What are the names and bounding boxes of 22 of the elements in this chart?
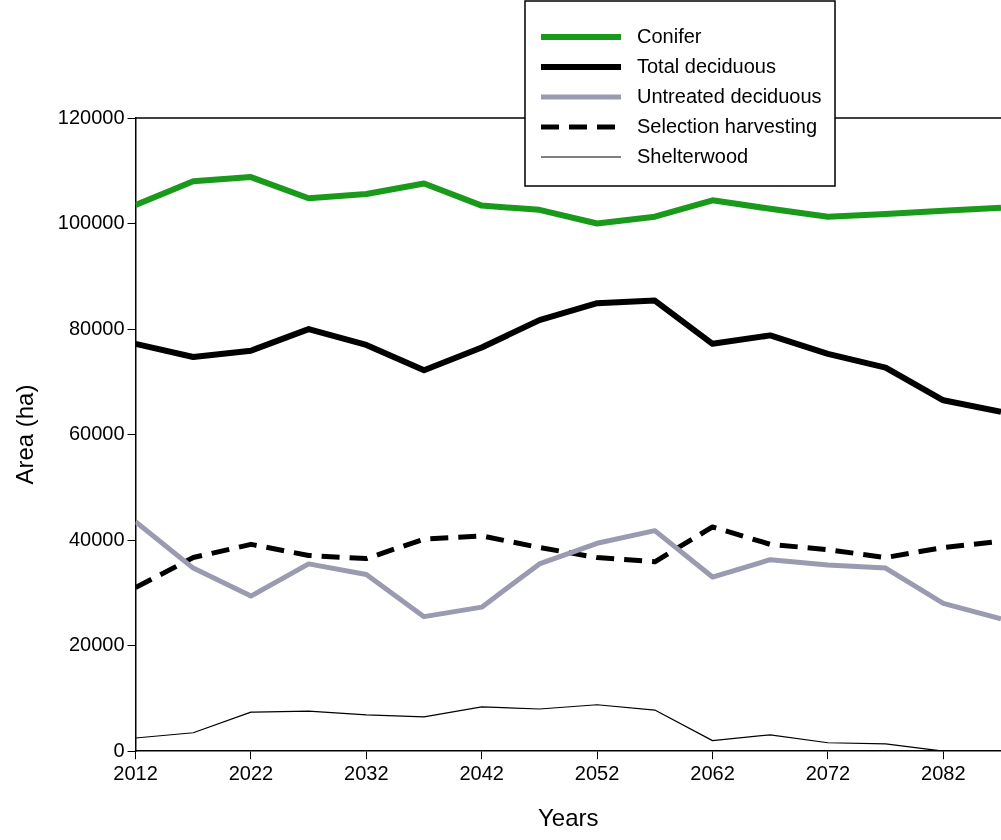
y-tick-label: 0 <box>113 738 125 761</box>
x-tick-label: 2072 <box>805 761 851 784</box>
legend-label: Total deciduous <box>637 54 776 77</box>
y-tick-label: 100000 <box>57 211 125 234</box>
x-tick-label: 2022 <box>228 761 274 784</box>
x-tick-label: 2062 <box>690 761 735 784</box>
legend-label: Untreated deciduous <box>637 84 822 107</box>
x-tick-label: 2082 <box>921 761 966 784</box>
x-tick-label: 2012 <box>113 761 158 784</box>
y-tick-label: 60000 <box>68 422 125 445</box>
y-tick-label: 40000 <box>68 527 125 550</box>
legend-label: Selection harvesting <box>637 114 818 137</box>
y-tick-label: 80000 <box>68 316 125 339</box>
y-tick-label: 120000 <box>57 105 125 128</box>
x-axis-title: Years <box>538 804 599 832</box>
x-tick-label: 2042 <box>459 761 504 784</box>
y-tick-label: 20000 <box>68 633 125 656</box>
y-axis-title: Area (ha) <box>11 384 39 485</box>
x-tick-label: 2052 <box>574 761 620 784</box>
legend-label: Conifer <box>637 24 702 47</box>
legend-label: Shelterwood <box>637 144 749 167</box>
x-tick-label: 2032 <box>344 761 389 784</box>
